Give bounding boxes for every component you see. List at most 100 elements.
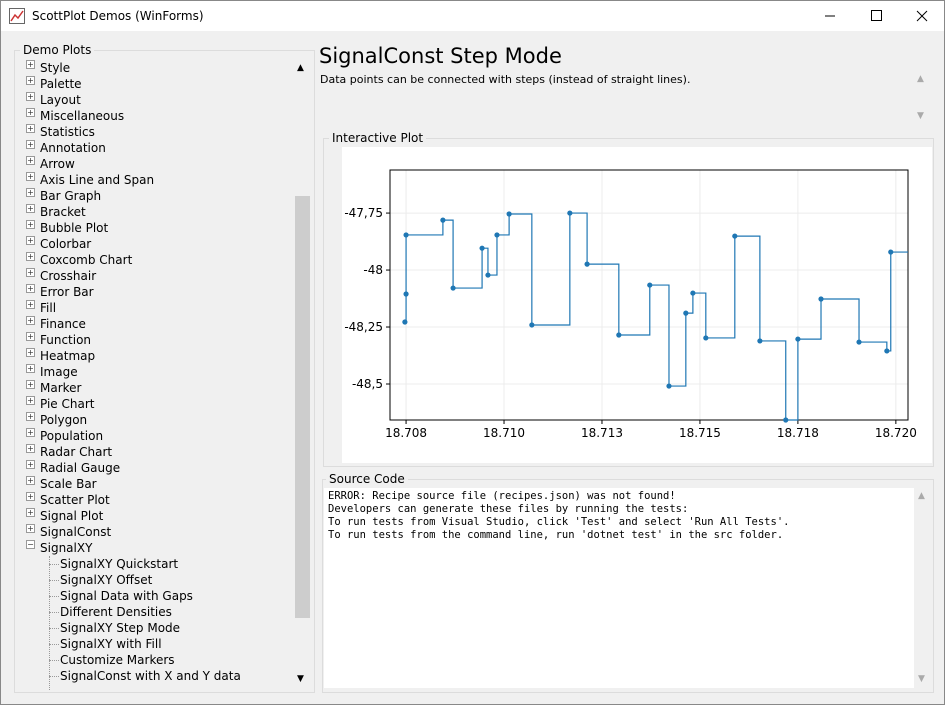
tree-connector (49, 612, 59, 613)
expand-box[interactable]: + (26, 236, 35, 245)
tree-item[interactable]: Heatmap (40, 349, 96, 363)
expand-box[interactable]: + (26, 188, 35, 197)
scroll-down[interactable]: ▼ (918, 674, 925, 684)
expand-box[interactable]: + (26, 300, 35, 309)
tree-item[interactable]: Error Bar (40, 285, 94, 299)
tree-item[interactable]: Crosshair (40, 269, 97, 283)
title-bar: ScottPlot Demos (WinForms) (1, 1, 944, 31)
source-scrollbar[interactable]: ▲ ▼ (914, 488, 931, 689)
tree-child-item[interactable]: Customize Markers (60, 653, 175, 667)
plot-group-label: Interactive Plot (329, 131, 427, 145)
expand-box[interactable]: + (26, 284, 35, 293)
expand-box[interactable]: + (26, 316, 35, 325)
tree-item[interactable]: Polygon (40, 413, 88, 427)
expand-box[interactable]: + (26, 444, 35, 453)
source-textbox[interactable]: ERROR: Recipe source file (recipes.json)… (324, 488, 914, 688)
expand-box[interactable]: + (26, 140, 35, 149)
tree-item[interactable]: Function (40, 333, 92, 347)
x-tick-label: 18.710 (483, 426, 525, 440)
tree-child-item[interactable]: SignalConst with X and Y data (60, 669, 241, 683)
desc-scroll-up[interactable]: ▲ (917, 74, 924, 84)
recipe-description: Data points can be connected with steps … (320, 73, 691, 86)
data-point (666, 383, 672, 389)
expand-box[interactable]: + (26, 508, 35, 517)
tree-item[interactable]: Scale Bar (40, 477, 97, 491)
expand-box[interactable]: + (26, 268, 35, 277)
tree-item[interactable]: Bracket (40, 205, 86, 219)
tree-item[interactable]: Layout (40, 93, 81, 107)
expand-box[interactable]: + (26, 108, 35, 117)
chart[interactable]: -47,75 -48 -48,25 -48,5 18.708 18.710 18.713 18… (342, 147, 932, 463)
tree-scrollbar[interactable]: ▲ ▼ (294, 60, 311, 690)
tree-item[interactable]: Axis Line and Span (40, 173, 155, 187)
data-point (647, 282, 653, 288)
tree-item[interactable]: Scatter Plot (40, 493, 110, 507)
tree-item[interactable]: Statistics (40, 125, 95, 139)
expand-box[interactable]: + (26, 364, 35, 373)
expand-box[interactable]: + (26, 76, 35, 85)
tree-item[interactable]: Palette (40, 77, 82, 91)
y-tick-label: -47,75 (344, 206, 383, 220)
tree-child-item[interactable]: Signal Data with Gaps (60, 589, 193, 603)
expand-box[interactable]: + (26, 396, 35, 405)
tree-item[interactable]: Marker (40, 381, 82, 395)
data-point (795, 336, 801, 342)
data-point (884, 348, 890, 354)
tree-item[interactable]: Bar Graph (40, 189, 102, 203)
expand-box[interactable]: + (26, 476, 35, 485)
tree-child-item[interactable]: SignalXY Step Mode (60, 621, 181, 635)
expand-box[interactable]: + (26, 492, 35, 501)
scroll-up[interactable]: ▲ (918, 491, 925, 501)
tree-item[interactable]: SignalXY (40, 541, 93, 555)
scroll-thumb[interactable] (295, 196, 310, 618)
expand-box[interactable]: + (26, 332, 35, 341)
plot-frame (389, 169, 909, 421)
data-point (757, 338, 763, 344)
tree-item[interactable]: Radial Gauge (40, 461, 121, 475)
tree-item[interactable]: Fill (40, 301, 57, 315)
tree-item[interactable]: Miscellaneous (40, 109, 125, 123)
desc-scroll-down[interactable]: ▼ (917, 111, 924, 121)
tree-connector (49, 676, 59, 677)
code-line: ERROR: Recipe source file (recipes.json)… (328, 490, 676, 502)
tree-child-item[interactable]: SignalXY Offset (60, 573, 153, 587)
expand-box[interactable]: + (26, 460, 35, 469)
tree-item[interactable]: Signal Plot (40, 509, 104, 523)
window-controls[interactable] (811, 1, 944, 31)
expand-box[interactable]: + (26, 524, 35, 533)
tree-item[interactable]: Pie Chart (40, 397, 95, 411)
expand-box[interactable]: + (26, 412, 35, 421)
expand-box[interactable]: + (26, 124, 35, 133)
expand-box[interactable]: + (26, 428, 35, 437)
tree-item[interactable]: Bubble Plot (40, 221, 109, 235)
tree-item[interactable]: Coxcomb Chart (40, 253, 133, 267)
data-point (494, 232, 500, 238)
expand-box[interactable]: + (26, 204, 35, 213)
tree-item[interactable]: Arrow (40, 157, 75, 171)
expand-box[interactable]: + (26, 60, 35, 69)
tree-item[interactable]: Image (40, 365, 78, 379)
expand-box[interactable]: − (26, 540, 35, 549)
expand-box[interactable]: + (26, 380, 35, 389)
scroll-down[interactable]: ▼ (297, 674, 304, 684)
tree-child-item[interactable]: Different Densities (60, 605, 172, 619)
tree-item[interactable]: SignalConst (40, 525, 112, 539)
expand-box[interactable]: + (26, 172, 35, 181)
expand-box[interactable]: + (26, 156, 35, 165)
tree-item[interactable]: Style (40, 61, 71, 75)
tree-item[interactable]: Population (40, 429, 104, 443)
tree-child-item[interactable]: SignalXY Quickstart (60, 557, 179, 571)
expand-box[interactable]: + (26, 252, 35, 261)
tree-item[interactable]: Finance (40, 317, 86, 331)
tree-connector (49, 596, 59, 597)
scroll-up[interactable]: ▲ (297, 63, 304, 73)
expand-box[interactable]: + (26, 348, 35, 357)
data-point (703, 335, 709, 341)
y-tick-label: -48,5 (352, 377, 383, 391)
expand-box[interactable]: + (26, 220, 35, 229)
tree-item[interactable]: Annotation (40, 141, 106, 155)
tree-item[interactable]: Colorbar (40, 237, 92, 251)
tree-child-item[interactable]: SignalXY with Fill (60, 637, 162, 651)
expand-box[interactable]: + (26, 92, 35, 101)
tree-item[interactable]: Radar Chart (40, 445, 113, 459)
